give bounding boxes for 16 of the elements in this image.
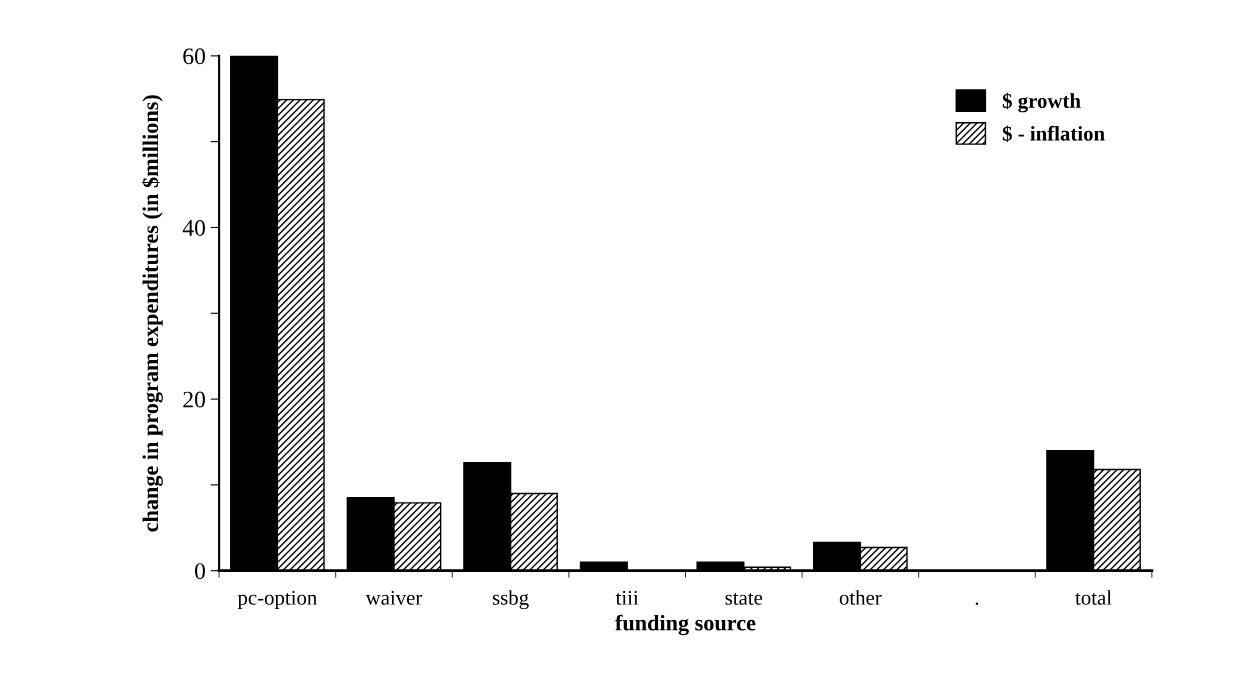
y-tick-label: 60 <box>183 48 206 65</box>
x-tick-label: . <box>975 602 979 605</box>
x-tick-label: other <box>839 590 882 605</box>
x-tick-label: total <box>1075 590 1112 605</box>
x-tick-label: pc-option <box>237 590 317 610</box>
legend-label: $ - inflation <box>1002 125 1105 143</box>
y-tick-label: 40 <box>182 219 206 236</box>
legend-label: $ growth <box>1002 92 1081 113</box>
y-axis-title: change in program expenditures (in $millions) <box>141 95 163 532</box>
y-tick-label: 0 <box>195 563 206 580</box>
x-tick-label: tiii <box>615 590 639 605</box>
x-axis-title: funding source <box>615 614 756 636</box>
x-tick-label: waiver <box>365 590 423 605</box>
y-tick-label: 20 <box>183 391 206 408</box>
x-tick-label: state <box>725 592 763 605</box>
x-tick-label: ssbg <box>492 590 529 610</box>
